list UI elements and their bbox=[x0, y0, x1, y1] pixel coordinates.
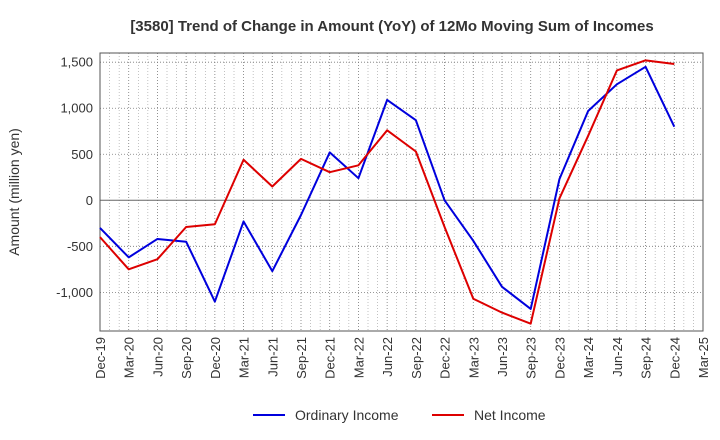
y-tick-labels: -1,000 -500 0 500 1,000 1,500 bbox=[56, 55, 93, 300]
x-tick-label: Dec-19 bbox=[93, 337, 108, 379]
y-tick-label: 0 bbox=[86, 193, 93, 208]
plot-frame bbox=[99, 52, 704, 332]
axes bbox=[99, 52, 704, 332]
y-tick-label: 1,000 bbox=[60, 101, 93, 116]
x-tick-label: Dec-21 bbox=[323, 337, 338, 379]
legend-label: Net Income bbox=[474, 407, 546, 423]
x-tick-label: Jun-23 bbox=[495, 337, 510, 377]
y-tick-label: 500 bbox=[71, 147, 93, 162]
x-tick-label: Sep-21 bbox=[294, 337, 309, 379]
x-tick-label: Mar-25 bbox=[696, 337, 711, 378]
series-line-ordinary-income bbox=[99, 65, 676, 310]
legend: Ordinary Income Net Income bbox=[253, 407, 546, 423]
legend-label: Ordinary Income bbox=[295, 407, 399, 423]
x-tick-label: Jun-21 bbox=[265, 337, 280, 377]
x-tick-label: Mar-21 bbox=[237, 337, 252, 378]
x-tick-label: Dec-20 bbox=[208, 337, 223, 379]
x-tick-label: Dec-23 bbox=[552, 337, 567, 379]
x-tick-label: Dec-22 bbox=[438, 337, 453, 379]
y-axis-label: Amount (million yen) bbox=[6, 128, 22, 256]
x-tick-label: Jun-20 bbox=[150, 337, 165, 377]
grid bbox=[99, 53, 704, 331]
x-tick-label: Sep-22 bbox=[409, 337, 424, 379]
x-tick-label: Jun-24 bbox=[610, 337, 625, 377]
y-tick-label: -500 bbox=[67, 239, 93, 254]
chart-title: [3580] Trend of Change in Amount (YoY) o… bbox=[130, 18, 653, 35]
series-line-net-income bbox=[99, 59, 675, 325]
x-tick-label: Sep-23 bbox=[524, 337, 539, 379]
x-tick-label: Mar-24 bbox=[581, 337, 596, 378]
x-tick-label: Mar-20 bbox=[122, 337, 137, 378]
x-tick-label: Jun-22 bbox=[380, 337, 395, 377]
y-tick-label: -1,000 bbox=[56, 285, 93, 300]
series bbox=[99, 59, 676, 325]
x-tick-label: Sep-24 bbox=[639, 337, 654, 379]
x-tick-label: Mar-22 bbox=[351, 337, 366, 378]
x-tick-labels: Dec-19 Mar-20 Jun-20 Sep-20 Dec-20 Mar-21 Jun-… bbox=[93, 337, 711, 379]
x-tick-label: Mar-23 bbox=[466, 337, 481, 378]
x-tick-label: Dec-24 bbox=[667, 337, 682, 379]
y-tick-label: 1,500 bbox=[60, 55, 93, 70]
x-tick-label: Sep-20 bbox=[179, 337, 194, 379]
